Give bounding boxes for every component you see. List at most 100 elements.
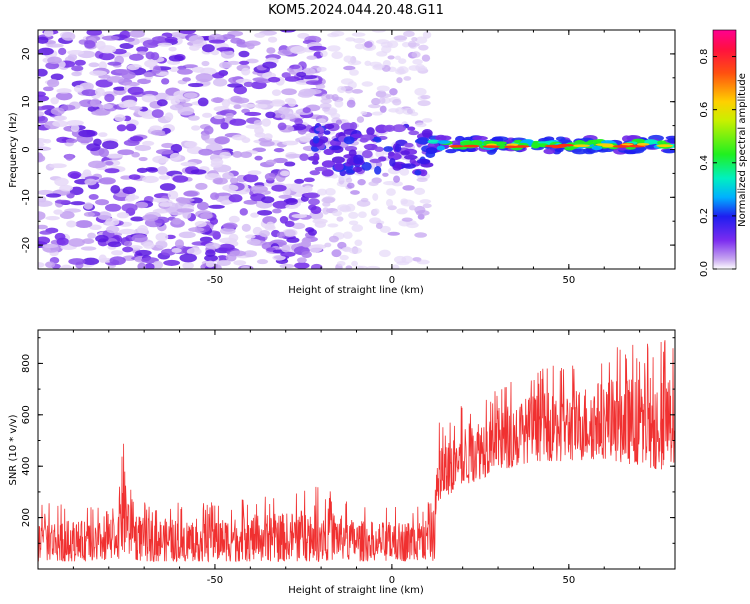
colorbar-tick-label: 0.4 (699, 155, 710, 171)
heatmap-cell (322, 196, 336, 203)
heatmap-cell (378, 97, 386, 105)
heatmap-cell (53, 209, 63, 215)
heatmap-cell (38, 153, 44, 162)
heatmap-cell (169, 104, 184, 111)
heatmap-cell (398, 58, 407, 64)
heatmap-cell (38, 36, 49, 44)
heatmap-cell (407, 40, 417, 48)
heatmap-cell (462, 144, 480, 148)
heatmap-cell (327, 223, 339, 228)
heatmap-cell (38, 146, 52, 151)
heatmap-cell (401, 217, 413, 222)
heatmap-cell (394, 55, 401, 60)
heatmap-cell (142, 214, 159, 222)
heatmap-cell (294, 262, 310, 269)
heatmap-cell (345, 177, 353, 183)
heatmap-cell (203, 125, 214, 135)
heatmap-cell (404, 142, 414, 148)
heatmap-cell (38, 142, 45, 147)
heatmap-cell (45, 193, 62, 198)
heatmap-cell (263, 133, 273, 140)
heatmap-cell (337, 241, 347, 249)
spectrogram-ytick-label: 20 (21, 48, 32, 61)
heatmap-cell (98, 132, 108, 138)
heatmap-cell (286, 237, 300, 243)
heatmap-cell (38, 211, 46, 221)
heatmap-cell (291, 213, 308, 219)
heatmap-cell (272, 208, 282, 214)
heatmap-cell (104, 161, 114, 166)
heatmap-cell (204, 242, 221, 249)
heatmap-cell (210, 192, 220, 200)
heatmap-cell (86, 30, 103, 36)
heatmap-cell (83, 202, 93, 210)
heatmap-cell (66, 119, 84, 126)
heatmap-cell (324, 123, 335, 130)
heatmap-cell (636, 142, 650, 146)
heatmap-cell (95, 199, 110, 206)
heatmap-cell (304, 192, 321, 199)
heatmap-cell (332, 210, 343, 217)
heatmap-cell (238, 50, 250, 58)
heatmap-cell (191, 66, 205, 73)
heatmap-cell (105, 217, 120, 226)
heatmap-cell (137, 78, 151, 85)
heatmap-cell (299, 153, 309, 162)
heatmap-cell (228, 233, 239, 242)
heatmap-cell (612, 144, 631, 148)
heatmap-cell (361, 162, 372, 171)
heatmap-cell (371, 30, 386, 33)
heatmap-cell (554, 145, 567, 148)
heatmap-cell (246, 238, 261, 246)
heatmap-cell (276, 231, 286, 239)
heatmap-cell (119, 43, 134, 50)
heatmap-cell (122, 186, 137, 195)
heatmap-cell (415, 64, 426, 72)
heatmap-cell (152, 197, 169, 203)
heatmap-cell (386, 188, 396, 196)
heatmap-cell (285, 197, 298, 206)
heatmap-cell (324, 187, 336, 196)
heatmap-cell (70, 124, 80, 133)
heatmap-cell (352, 166, 363, 173)
heatmap-cell (216, 255, 229, 262)
heatmap-cell (341, 247, 350, 252)
heatmap-cell (106, 225, 120, 234)
heatmap-cell (222, 222, 238, 230)
heatmap-cell (315, 84, 326, 89)
heatmap-cell (313, 152, 320, 162)
heatmap-cell (81, 89, 98, 97)
heatmap-cell (211, 72, 225, 79)
heatmap-cell (222, 172, 234, 180)
spectrogram-x-label: Height of straight line (km) (288, 285, 424, 296)
heatmap-cell (164, 112, 174, 121)
heatmap-cell (195, 182, 208, 190)
colorbar-label: Normalized spectral amplitude (737, 73, 748, 227)
heatmap-cell (113, 86, 127, 91)
heatmap-cell (308, 45, 327, 51)
heatmap-cell (59, 184, 73, 192)
heatmap-cell (415, 36, 428, 44)
colorbar: 0.0 0.2 0.4 0.6 0.8 Normalized spectral ampl… (699, 29, 748, 277)
heatmap-cell (267, 36, 278, 43)
heatmap-cell (448, 144, 464, 148)
heatmap-cell (169, 66, 179, 73)
heatmap-cell (381, 45, 392, 54)
heatmap-cell (168, 54, 184, 62)
heatmap-cell (128, 174, 141, 180)
heatmap-cell (129, 30, 145, 38)
heatmap-cell (104, 168, 120, 174)
heatmap-cell (667, 138, 675, 144)
heatmap-cell (374, 165, 382, 175)
heatmap-cell (316, 66, 327, 72)
heatmap-cell (45, 216, 60, 221)
heatmap-cell (292, 222, 306, 230)
heatmap-cell (161, 78, 170, 85)
snr-xtick-label: -50 (207, 575, 223, 586)
heatmap-cell (117, 149, 135, 156)
heatmap-cell (315, 127, 324, 132)
heatmap-cell (420, 94, 431, 100)
heatmap-cell (375, 150, 385, 158)
heatmap-cell (367, 104, 381, 109)
heatmap-cell (159, 202, 173, 207)
